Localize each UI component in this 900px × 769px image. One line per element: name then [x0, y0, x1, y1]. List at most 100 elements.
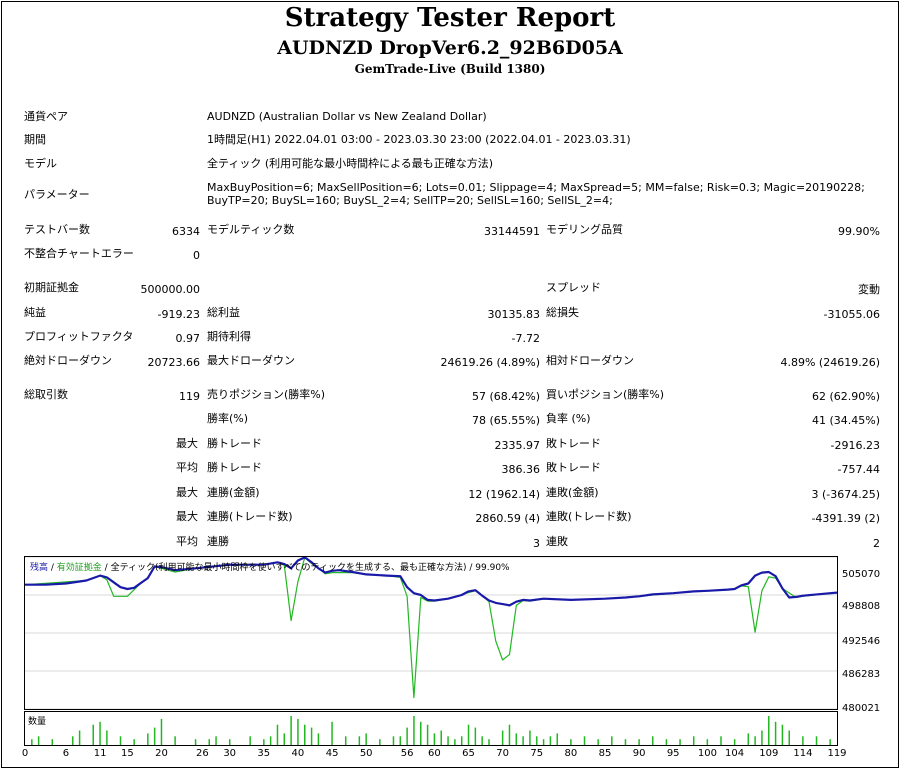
volume-bar [761, 730, 763, 745]
volume-bar [829, 739, 831, 745]
short-value: 57 (68.42%) [471, 390, 540, 403]
balance-line [25, 557, 837, 607]
volume-bar [310, 727, 313, 745]
volume-bar [31, 739, 33, 745]
spread-value: 変動 [858, 283, 880, 296]
volume-bar [406, 727, 408, 745]
volume-bar [344, 736, 347, 745]
volume-bar [768, 716, 770, 745]
volume-bar [433, 733, 436, 745]
x-tick-label: 15 [121, 748, 134, 759]
net-label: 純益 [24, 306, 46, 319]
volume-bar [153, 727, 156, 745]
volume-bar [488, 739, 490, 745]
volume-bar [522, 736, 524, 745]
x-tick-label: 90 [632, 748, 646, 759]
win-label: 勝率(%) [207, 412, 249, 425]
x-tick-label: 60 [428, 748, 441, 759]
avg-win-label: 勝トレード [207, 461, 262, 474]
x-tick-label: 26 [196, 748, 209, 759]
model-label: モデル [24, 157, 57, 170]
volume-bar [549, 736, 552, 745]
volume-bar [208, 739, 210, 745]
volume-bar [781, 724, 784, 745]
x-tick-label: 119 [827, 748, 847, 759]
volume-bar [515, 733, 518, 745]
legend-balance: 残高 [30, 563, 49, 573]
lg-win-value: 2335.97 [494, 439, 541, 452]
avg-cons-loss-value: 2 [873, 537, 880, 550]
server-build: GemTrade-Live (Build 1380) [354, 62, 546, 76]
gross-loss-label: 総損失 [546, 306, 579, 319]
rel-dd-value: 4.89% (24619.26) [780, 356, 880, 369]
volume-bar [754, 736, 756, 745]
avg-word-1: 平均 [176, 461, 198, 474]
volume-bar [78, 730, 81, 745]
ticks-label: モデルティック数 [207, 223, 295, 236]
volume-bar [392, 736, 395, 745]
max-dd-value: 24619.26 (4.89%) [440, 356, 540, 369]
x-tick-label: 70 [496, 748, 509, 759]
volume-bar [747, 733, 750, 745]
volume-bar [119, 736, 122, 745]
balance-chart-svg [25, 557, 837, 709]
avg-cons-win-label: 連勝 [207, 535, 229, 548]
gross-profit-value: 30135.83 [487, 308, 541, 321]
lg-loss-label: 敗トレード [546, 437, 601, 450]
volume-bar [474, 727, 477, 745]
volume-bar [720, 736, 722, 745]
x-tick-label: 85 [598, 748, 612, 759]
gross-profit-label: 総利益 [207, 306, 240, 319]
abs-dd-value: 20723.66 [147, 356, 201, 369]
x-tick-label: 0 [21, 748, 29, 759]
volume-chart: 数量 [24, 711, 838, 746]
x-tick-label: 35 [257, 748, 271, 759]
trades-value: 119 [179, 390, 200, 403]
cons-win-cnt-label: 連勝(トレード数) [207, 510, 293, 523]
volume-bar [365, 733, 367, 745]
x-tick-label: 109 [759, 748, 779, 759]
bars-label: テストバー数 [24, 223, 90, 236]
net-value: -919.23 [157, 308, 200, 321]
trades-label: 総取引数 [24, 388, 68, 401]
volume-bar [815, 736, 818, 745]
long-label: 買いポジション(勝率%) [546, 388, 665, 401]
volume-bar [304, 724, 306, 745]
quality-label: モデリング品質 [546, 223, 623, 236]
volume-bar [638, 739, 640, 745]
lg-loss-value: -2916.23 [830, 439, 880, 452]
cons-loss-cnt-value: -4391.39 (2) [811, 512, 880, 525]
volume-bar [99, 721, 101, 745]
x-tick-label: 114 [793, 748, 813, 759]
x-tick-label: 20 [155, 748, 168, 759]
x-tick-label: 30 [223, 748, 237, 759]
volume-bar [358, 736, 361, 745]
volume-bar [529, 730, 531, 745]
volume-bar [283, 733, 286, 745]
volume-bar [420, 721, 422, 745]
volume-bar [692, 736, 695, 745]
x-tick-label: 50 [359, 748, 373, 759]
quality-value: 99.90% [838, 225, 880, 238]
params-value: MaxBuyPosition=6; MaxSellPosition=6; Lot… [207, 181, 865, 207]
volume-bar [37, 736, 40, 745]
volume-bar [72, 736, 74, 745]
report-title: Strategy Tester Report [284, 3, 616, 33]
volume-label: 数量 [28, 717, 47, 727]
loss-label: 負率 (%) [546, 412, 591, 425]
volume-bar [290, 716, 292, 745]
avg-win-value: 386.36 [501, 463, 541, 476]
volume-chart-svg [31, 716, 831, 745]
avg-loss-label: 敗トレード [546, 461, 601, 474]
symbol-value: AUDNZD (Australian Dollar vs New Zealand… [207, 110, 487, 123]
x-tick-label: 75 [530, 748, 544, 759]
volume-bar [51, 739, 54, 745]
x-tick-label: 11 [93, 748, 107, 759]
volume-bar [160, 718, 163, 745]
volume-bar [249, 736, 251, 745]
rel-dd-label: 相対ドローダウン [546, 354, 634, 367]
volume-bar [440, 730, 442, 745]
volume-bar [508, 724, 511, 745]
volume-bar [556, 733, 558, 745]
